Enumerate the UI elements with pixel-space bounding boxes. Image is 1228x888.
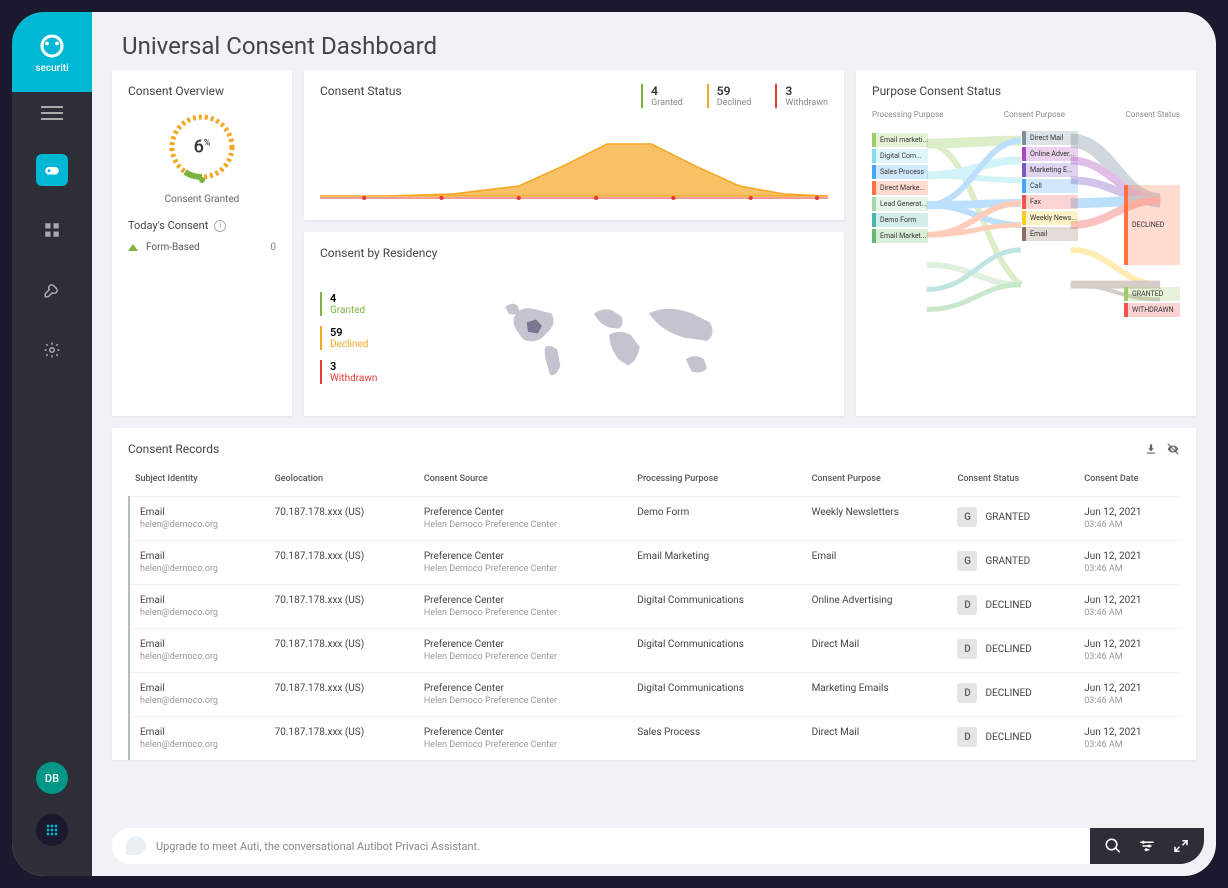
menu-toggle-icon[interactable] xyxy=(41,112,63,114)
apps-icon[interactable] xyxy=(36,814,68,846)
sankey-node: Digital Com... xyxy=(872,149,928,163)
table-row[interactable]: Emailhelen@democo.org 70.187.178.xxx (US… xyxy=(129,717,1180,761)
card-purpose-consent: Purpose Consent Status Processing Purpos… xyxy=(856,70,1196,416)
nav-item-settings[interactable] xyxy=(36,334,68,366)
records-title: Consent Records xyxy=(128,442,219,456)
status-count-item: 3Withdrawn xyxy=(775,84,828,108)
nav-item-grid[interactable] xyxy=(36,214,68,246)
status-count-item: 59Declined xyxy=(707,84,752,108)
gauge-label: Consent Granted xyxy=(165,194,240,205)
residency-title: Consent by Residency xyxy=(320,246,828,260)
sankey-node: Sales Process xyxy=(872,165,928,179)
sankey-node: Email xyxy=(1022,227,1078,241)
table-header: Processing Purpose xyxy=(631,466,805,497)
visibility-off-icon[interactable] xyxy=(1166,442,1180,456)
table-header: Consent Purpose xyxy=(806,466,952,497)
brand-name: securiti xyxy=(35,63,68,74)
residency-stat-item: 3Withdrawn xyxy=(320,360,377,384)
today-consent-row: Form-Based 0 xyxy=(128,242,276,253)
residency-stat-item: 4Granted xyxy=(320,292,377,316)
sankey-node: DECLINED xyxy=(1124,185,1180,265)
download-icon[interactable] xyxy=(1144,442,1158,456)
card-consent-status: Consent Status 4Granted 59Declined 3Withdr… xyxy=(304,70,844,220)
status-title: Consent Status xyxy=(320,84,402,98)
sankey-node: WITHDRAWN xyxy=(1124,303,1180,317)
table-row[interactable]: Emailhelen@democo.org 70.187.178.xxx (US… xyxy=(129,629,1180,673)
table-row[interactable]: Emailhelen@democo.org 70.187.178.xxx (US… xyxy=(129,497,1180,541)
table-row[interactable]: Emailhelen@democo.org 70.187.178.xxx (US… xyxy=(129,541,1180,585)
sidebar: securiti DB xyxy=(12,12,92,876)
search-icon[interactable] xyxy=(1104,837,1122,855)
sankey-node: Direct Mail xyxy=(1022,131,1078,145)
status-count-item: 4Granted xyxy=(641,84,683,108)
table-row[interactable]: Emailhelen@democo.org 70.187.178.xxx (US… xyxy=(129,585,1180,629)
sankey-node: Email Market... xyxy=(872,229,928,243)
consent-gauge: 6% xyxy=(165,110,239,184)
sankey-diagram: Email marketi... Digital Com... Sales Proc… xyxy=(872,125,1180,325)
table-header: Consent Date xyxy=(1078,466,1180,497)
page-title: Universal Consent Dashboard xyxy=(92,12,1216,70)
world-map xyxy=(397,292,828,402)
residency-stat-item: 59Declined xyxy=(320,326,377,350)
sankey-node: Direct Marke... xyxy=(872,181,928,195)
table-header: Consent Source xyxy=(418,466,631,497)
sankey-node: Online Adver... xyxy=(1022,147,1078,161)
assistant-prompt[interactable]: Upgrade to meet Auti, the conversational… xyxy=(112,828,1090,864)
user-avatar[interactable]: DB xyxy=(36,762,68,794)
filter-icon[interactable] xyxy=(1138,837,1156,855)
table-header: Subject Identity xyxy=(129,466,269,497)
table-header: Consent Status xyxy=(951,466,1078,497)
table-row[interactable]: Emailhelen@democo.org 70.187.178.xxx (US… xyxy=(129,673,1180,717)
brand-logo[interactable]: securiti xyxy=(12,12,92,92)
card-consent-residency: Consent by Residency 4Granted 59Declined 3… xyxy=(304,232,844,416)
chat-icon xyxy=(126,837,146,855)
overview-title: Consent Overview xyxy=(128,84,276,98)
card-consent-records: Consent Records Subject IdentityGeolocat… xyxy=(112,428,1196,760)
consent-records-table: Subject IdentityGeolocationConsent Sourc… xyxy=(128,466,1180,760)
nav-item-tools[interactable] xyxy=(36,274,68,306)
sankey-node: Marketing E... xyxy=(1022,163,1078,177)
today-consent-heading: Today's Consent i xyxy=(128,219,276,232)
card-consent-overview: Consent Overview 6% Consent Granted xyxy=(112,70,292,416)
nav-item-dashboard[interactable] xyxy=(36,154,68,186)
sankey-node: Weekly News... xyxy=(1022,211,1078,225)
expand-icon[interactable] xyxy=(1172,837,1190,855)
sankey-node: GRANTED xyxy=(1124,287,1180,301)
sankey-node: Email marketi... xyxy=(872,133,928,147)
info-icon[interactable]: i xyxy=(214,220,226,232)
footer-bar: Upgrade to meet Auti, the conversational… xyxy=(92,828,1204,864)
trend-up-icon xyxy=(128,244,138,251)
purpose-title: Purpose Consent Status xyxy=(872,84,1180,98)
sankey-node: Lead Generat... xyxy=(872,197,928,211)
sankey-node: Demo Form xyxy=(872,213,928,227)
consent-status-chart xyxy=(320,126,828,206)
sankey-node: Call xyxy=(1022,179,1078,193)
table-header: Geolocation xyxy=(269,466,418,497)
sankey-node: Fax xyxy=(1022,195,1078,209)
